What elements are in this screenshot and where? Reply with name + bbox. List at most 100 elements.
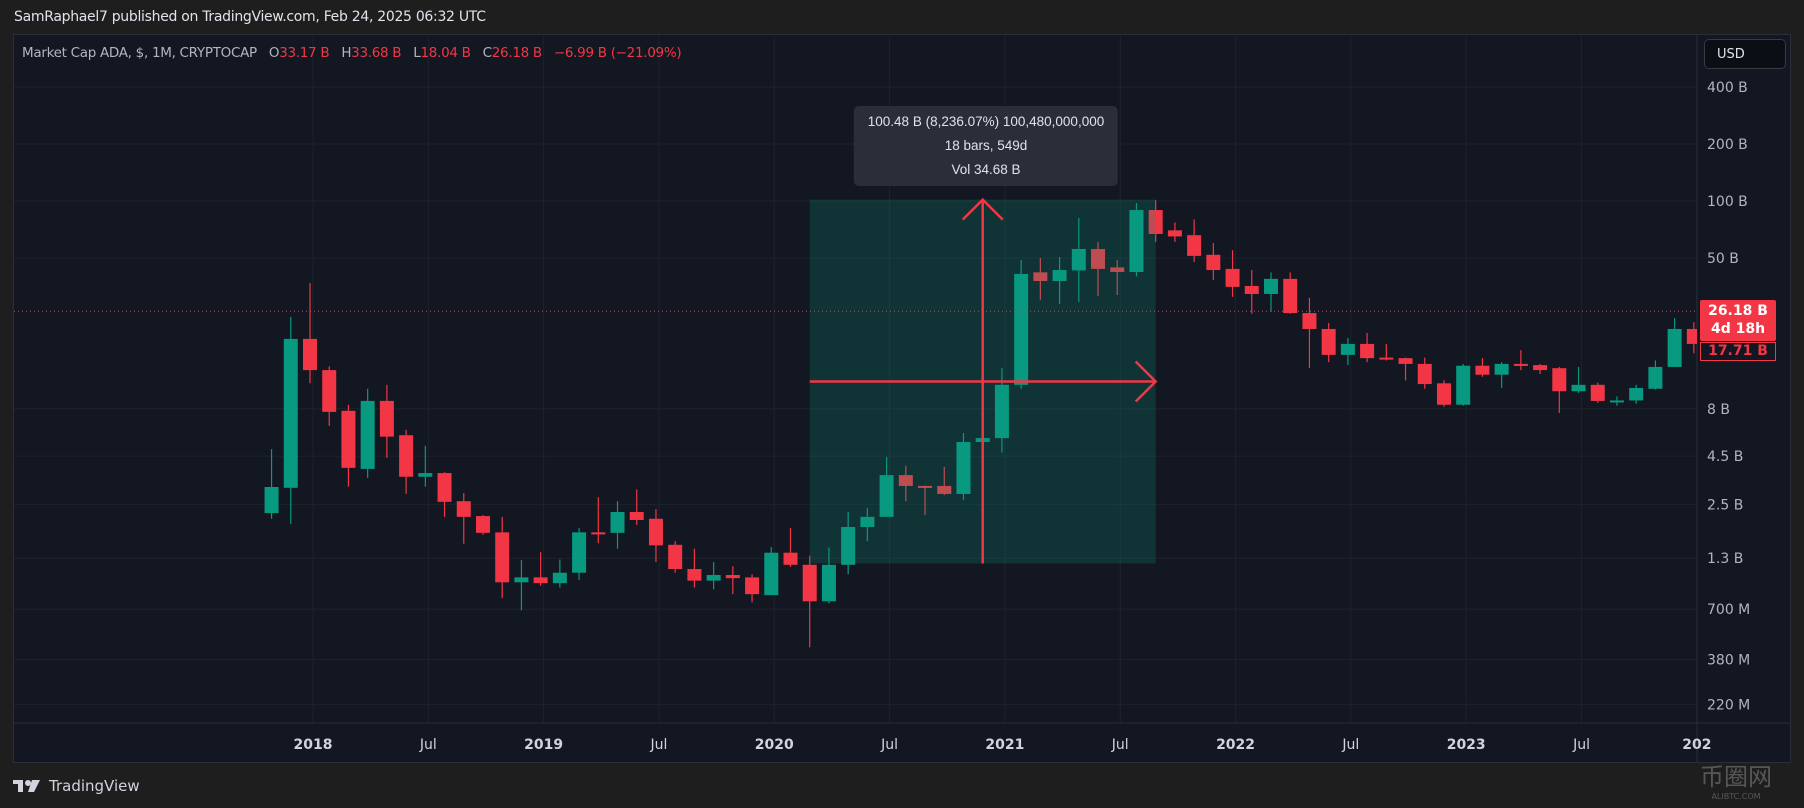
publish-info: SamRaphael7 published on TradingView.com… bbox=[14, 9, 486, 25]
candle-body bbox=[437, 473, 452, 502]
candle-2021-08 bbox=[1129, 202, 1144, 277]
candle-2023-09 bbox=[1609, 396, 1624, 406]
candle-body bbox=[1513, 363, 1528, 366]
candle-body bbox=[283, 338, 298, 488]
candle-2017-12 bbox=[283, 317, 298, 525]
candle-body bbox=[591, 532, 606, 535]
last-price-badge: 26.18 B 4d 18h bbox=[1700, 300, 1776, 341]
candle-2022-11 bbox=[1417, 357, 1432, 389]
candle-body bbox=[860, 516, 875, 528]
candle-2019-05 bbox=[610, 501, 625, 549]
price-tick-label: 380 M bbox=[1707, 652, 1750, 668]
candle-body bbox=[533, 577, 548, 584]
candle-2020-03 bbox=[802, 555, 817, 648]
measure-tool[interactable] bbox=[809, 197, 1158, 564]
measure-volume: Vol 34.68 B bbox=[951, 162, 1021, 177]
candle-2022-02 bbox=[1244, 270, 1259, 314]
candle-2022-10 bbox=[1398, 357, 1413, 381]
change-value: −6.99 B (−21.09%) bbox=[553, 45, 682, 61]
candle-2019-08 bbox=[668, 541, 683, 573]
candle-body bbox=[264, 487, 279, 514]
symbol-name: Market Cap ADA, $, 1M, CRYPTOCAP bbox=[22, 45, 257, 61]
candle-body bbox=[1379, 357, 1394, 360]
candle-body bbox=[360, 400, 375, 469]
time-tick-label: Jul bbox=[1572, 737, 1590, 753]
candle-body bbox=[1206, 254, 1221, 271]
candle-body bbox=[1244, 285, 1259, 294]
candle-body bbox=[841, 527, 856, 565]
candle-body bbox=[802, 564, 817, 602]
candle-body bbox=[572, 532, 587, 573]
candle-2020-08 bbox=[898, 465, 913, 502]
price-tick-label: 1.3 B bbox=[1707, 551, 1743, 567]
candle-2023-04 bbox=[1513, 350, 1528, 371]
candle-2017-11 bbox=[264, 449, 279, 519]
candle-2018-03 bbox=[341, 404, 356, 487]
candle-2019-02 bbox=[552, 559, 567, 588]
candle-2020-10 bbox=[937, 466, 952, 496]
tradingview-brand: TradingView bbox=[49, 777, 140, 795]
open-value: 33.17 B bbox=[279, 45, 330, 61]
candles bbox=[264, 200, 1697, 648]
candle-body bbox=[783, 552, 798, 565]
candle-body bbox=[1129, 210, 1144, 272]
candle-2022-08 bbox=[1360, 332, 1375, 363]
candle-2018-08 bbox=[437, 472, 452, 517]
candle-2021-05 bbox=[1071, 218, 1086, 302]
candle-2020-02 bbox=[783, 527, 798, 567]
candle-2023-05 bbox=[1533, 363, 1548, 375]
low-value: 18.04 B bbox=[420, 45, 471, 61]
candle-body bbox=[322, 370, 337, 412]
candle-body bbox=[1533, 365, 1548, 371]
candle-body bbox=[1436, 383, 1451, 405]
candle-body bbox=[1609, 400, 1624, 403]
candle-body bbox=[1552, 368, 1567, 392]
candle-2023-11 bbox=[1648, 360, 1663, 390]
candle-body bbox=[1340, 343, 1355, 355]
candle-2019-07 bbox=[648, 509, 663, 563]
candle-2022-03 bbox=[1264, 272, 1278, 312]
candle-2021-12 bbox=[1206, 243, 1221, 280]
price-tick-label: 700 M bbox=[1707, 602, 1750, 618]
arrow-right-icon bbox=[1134, 360, 1158, 403]
candle-2021-11 bbox=[1187, 219, 1202, 263]
candle-2023-01 bbox=[1456, 363, 1471, 406]
candle-body bbox=[303, 338, 317, 371]
candle-body bbox=[1187, 235, 1202, 256]
candle-body bbox=[956, 442, 971, 494]
watermark-sub: ALIBTC.COM bbox=[1711, 792, 1761, 801]
candle-2022-01 bbox=[1225, 250, 1240, 297]
candle-2022-06 bbox=[1321, 322, 1336, 363]
currency-button[interactable]: USD bbox=[1704, 39, 1786, 69]
candle-body bbox=[706, 575, 721, 581]
chart-pane[interactable] bbox=[13, 34, 1791, 763]
candle-2022-12 bbox=[1436, 380, 1451, 407]
close-value: 26.18 B bbox=[491, 45, 542, 61]
candle-2018-10 bbox=[475, 514, 490, 535]
candle-body bbox=[475, 516, 490, 533]
candle-body bbox=[994, 384, 1009, 439]
candle-body bbox=[418, 473, 433, 477]
candle-2021-09 bbox=[1148, 200, 1163, 242]
candle-2018-09 bbox=[456, 493, 471, 544]
time-tick-label: Jul bbox=[880, 737, 898, 753]
candle-body bbox=[1091, 248, 1106, 269]
time-tick-label: Jul bbox=[1111, 737, 1129, 753]
price-tick-label: 4.5 B bbox=[1707, 449, 1743, 465]
tradingview-logo[interactable]: TradingView bbox=[13, 777, 140, 795]
candle-2020-01 bbox=[764, 546, 779, 596]
candle-body bbox=[341, 410, 356, 468]
candle-body bbox=[629, 512, 644, 520]
time-tick-label: Jul bbox=[650, 737, 668, 753]
symbol-legend: Market Cap ADA, $, 1M, CRYPTOCAP O33.17 … bbox=[22, 45, 682, 61]
tradingview-logo-icon bbox=[13, 780, 40, 792]
candle-body bbox=[495, 532, 510, 583]
candle-body bbox=[610, 512, 625, 533]
price-tick-label: 400 B bbox=[1707, 80, 1748, 96]
candle-2018-12 bbox=[514, 560, 529, 611]
candle-2023-08 bbox=[1590, 382, 1605, 403]
candle-2019-12 bbox=[745, 574, 760, 603]
watermark-text: 币圈网 bbox=[1700, 763, 1772, 791]
candle-body bbox=[668, 544, 683, 570]
